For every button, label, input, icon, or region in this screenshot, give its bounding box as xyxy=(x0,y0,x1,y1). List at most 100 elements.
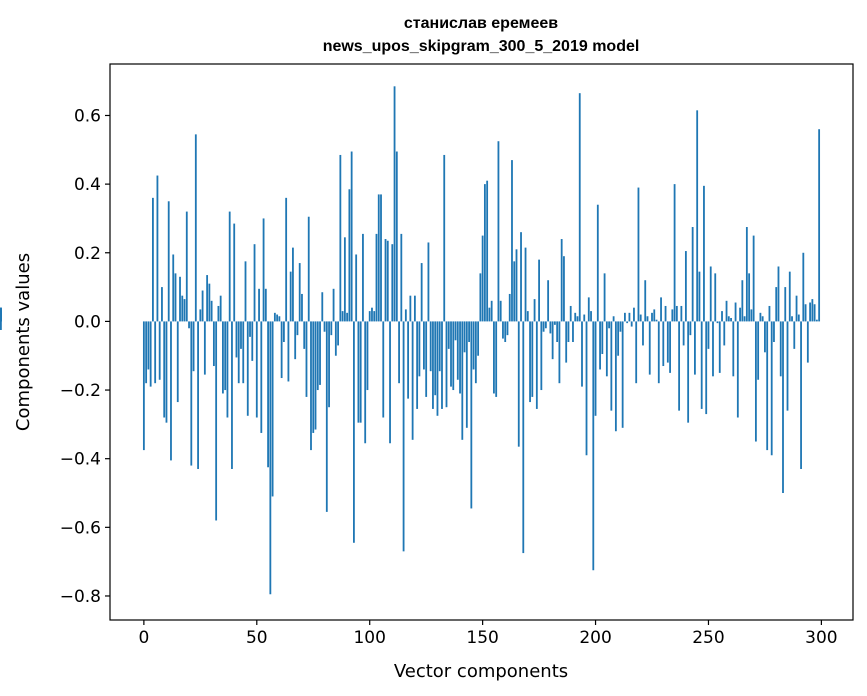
bar xyxy=(517,321,520,447)
bar xyxy=(224,321,227,391)
bar xyxy=(556,321,559,342)
bar xyxy=(551,321,554,360)
y-axis-ticks: −0.8 −0.6 −0.4 −0.2 0.0 0.2 0.4 0.6 xyxy=(60,106,110,607)
bar xyxy=(653,309,656,322)
bar xyxy=(436,321,439,416)
bar xyxy=(404,309,407,322)
bar xyxy=(558,321,561,384)
bar xyxy=(152,197,154,322)
bar xyxy=(215,321,218,521)
bar xyxy=(310,321,312,451)
bar xyxy=(718,321,721,373)
bar xyxy=(330,321,333,336)
bar xyxy=(443,154,446,322)
bar xyxy=(305,321,308,397)
bar xyxy=(179,276,181,322)
bar xyxy=(741,280,744,322)
bar xyxy=(508,293,511,322)
bar xyxy=(481,235,484,322)
bar xyxy=(334,321,337,356)
y-tick-label: −0.4 xyxy=(60,450,101,470)
bar xyxy=(470,321,473,509)
bar xyxy=(235,321,238,358)
bar xyxy=(323,321,326,332)
bar xyxy=(594,321,597,416)
bar xyxy=(301,293,303,322)
bar xyxy=(506,321,509,336)
bar xyxy=(660,297,662,322)
bar xyxy=(766,321,769,451)
bar xyxy=(174,273,177,322)
bar xyxy=(535,321,538,409)
bar xyxy=(438,321,441,372)
bar xyxy=(366,321,369,391)
bar xyxy=(278,316,281,322)
bar xyxy=(359,321,362,423)
bar xyxy=(312,321,315,433)
bar xyxy=(242,321,245,384)
bar xyxy=(294,321,297,360)
bar xyxy=(341,311,344,322)
bar xyxy=(499,300,502,322)
bar xyxy=(703,185,705,322)
bar xyxy=(332,288,335,322)
bar xyxy=(163,321,166,418)
bar xyxy=(743,316,746,322)
bar xyxy=(246,321,249,416)
bar xyxy=(167,201,170,322)
bar xyxy=(364,321,367,444)
bar xyxy=(707,321,710,349)
bar xyxy=(786,321,789,411)
bar xyxy=(793,321,796,349)
bar xyxy=(321,292,324,322)
x-tick-label: 200 xyxy=(579,628,611,648)
bar xyxy=(429,321,432,372)
bar xyxy=(700,321,703,409)
bar xyxy=(472,321,475,370)
x-tick-label: 150 xyxy=(466,628,498,648)
bar xyxy=(355,254,358,322)
bar xyxy=(445,321,448,408)
x-axis-label: Vector components xyxy=(394,661,568,682)
bar xyxy=(716,321,719,324)
bar xyxy=(739,307,741,322)
bar xyxy=(666,321,669,363)
bar xyxy=(583,314,586,322)
bar xyxy=(384,239,387,322)
bar xyxy=(757,321,760,380)
bar xyxy=(784,287,787,322)
bar xyxy=(809,302,811,322)
bar xyxy=(337,321,339,346)
bar xyxy=(339,154,342,322)
bar xyxy=(806,321,809,363)
bar xyxy=(495,321,498,397)
bar xyxy=(669,321,671,373)
bar xyxy=(350,151,353,322)
bar xyxy=(529,321,531,403)
bar xyxy=(612,316,615,322)
bar xyxy=(574,312,577,322)
bar xyxy=(540,321,543,391)
bar xyxy=(486,180,489,322)
bar xyxy=(511,160,513,322)
bar xyxy=(206,275,209,322)
bar xyxy=(190,321,193,466)
bar xyxy=(617,321,620,356)
y-tick-label: 0.0 xyxy=(74,312,101,332)
bar xyxy=(752,235,755,322)
x-tick-label: 50 xyxy=(246,628,268,648)
bar xyxy=(156,175,159,322)
bar xyxy=(533,299,536,322)
bar xyxy=(183,299,186,322)
bar xyxy=(434,321,437,396)
bar xyxy=(526,311,529,322)
bar xyxy=(346,312,349,322)
bar xyxy=(375,233,378,322)
bar xyxy=(727,316,730,322)
bar xyxy=(391,244,394,322)
bar xyxy=(696,110,699,322)
bar xyxy=(413,295,416,322)
bar xyxy=(664,305,667,322)
bar xyxy=(296,321,299,336)
bar xyxy=(249,321,251,337)
